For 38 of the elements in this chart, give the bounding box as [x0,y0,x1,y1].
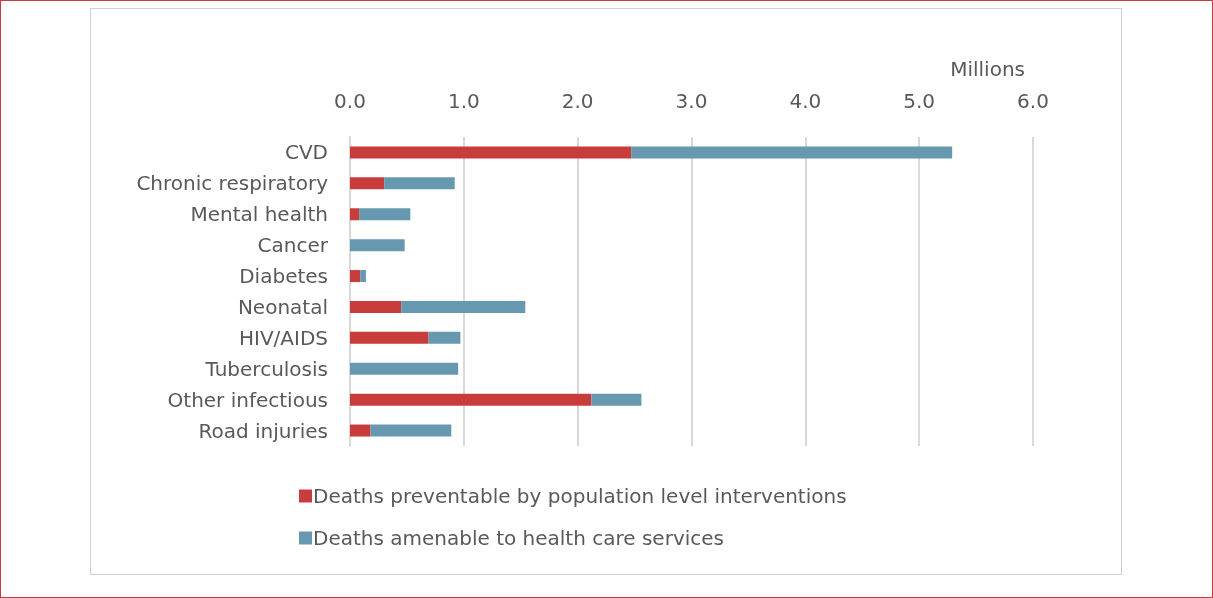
y-tick-label: CVD [284,140,328,165]
x-tick-label: 3.0 [675,89,708,113]
y-tick-label: HIV/AIDS [238,325,328,350]
bar [360,270,366,283]
x-tick-label: 6.0 [1017,89,1049,113]
bar [384,177,455,190]
y-tick-label: Neonatal [237,294,328,319]
legend-label: Deaths amenable to health care services [313,526,725,550]
bar [350,362,459,375]
bar [350,146,632,159]
bar [350,208,360,221]
bar [350,331,429,344]
y-tick-label: Tuberculosis [204,356,328,381]
bar [350,300,402,313]
bar [591,393,642,406]
x-tick-label: 1.0 [447,89,480,113]
bar [428,331,461,344]
y-tick-label: Mental health [190,202,328,227]
x-tick-label: 0.0 [334,89,366,113]
bar [359,208,411,221]
y-tick-label: Cancer [257,233,329,258]
y-tick-label: Other infectious [167,387,328,412]
x-tick-label: 5.0 [903,89,936,113]
bar [350,177,385,190]
x-axis-title: Millions [950,57,1025,81]
bar [631,146,953,159]
y-tick-label: Road injuries [198,418,328,443]
y-tick-label: Diabetes [239,264,328,289]
bar [350,424,371,437]
bar [350,270,361,283]
legend-label: Deaths preventable by population level interventions [313,484,847,508]
bar [401,300,526,313]
y-tick-label: Chronic respiratory [136,171,329,196]
bar [350,239,405,252]
bar [350,393,592,406]
x-tick-label: 2.0 [561,89,594,113]
bar [370,424,452,437]
x-tick-label: 4.0 [789,89,822,113]
